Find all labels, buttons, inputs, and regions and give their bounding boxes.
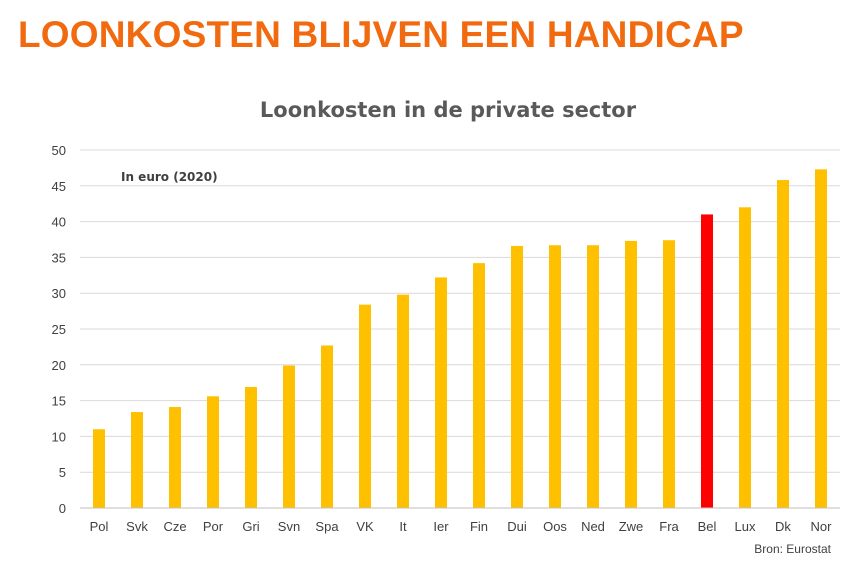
bar-svn [283,365,295,508]
bar-dui [511,245,523,508]
y-tick-label: 35 [52,250,66,265]
y-tick-label: 15 [52,394,66,409]
x-category-label: Gri [242,519,259,534]
bar-ned [587,245,599,508]
bars [93,169,827,508]
x-category-label: Nor [811,519,833,534]
x-category-label: Oos [543,519,567,534]
bar-gri [245,386,257,508]
x-category-label: Ier [433,519,449,534]
x-category-label: Pol [90,519,109,534]
bar-fra [663,240,675,508]
bar-lux [739,207,751,508]
y-tick-label: 50 [52,143,66,158]
bar-it [397,294,409,508]
y-tick-label: 30 [52,286,66,301]
y-tick-label: 5 [59,465,66,480]
y-axis-ticks: 0 5 10 15 20 25 30 35 40 45 50 [52,143,66,516]
y-tick-label: 20 [52,358,66,373]
chart-title: Loonkosten in de private sector [260,98,637,122]
x-category-label: Zwe [619,519,644,534]
y-tick-label: 45 [52,179,66,194]
x-category-label: Svk [126,519,148,534]
y-tick-label: 40 [52,215,66,230]
chart-annotation: In euro (2020) [121,170,218,184]
grid-lines [80,149,840,473]
x-category-label: It [399,519,407,534]
x-category-label: Cze [163,519,186,534]
bar-por [207,396,219,508]
bar-fin [473,263,485,508]
x-category-label: Fin [470,519,488,534]
x-category-label: Por [203,519,224,534]
x-axis-categories: Pol Svk Cze Por Gri Svn Spa VK It Ier Fin Dui Oos Ned… [90,519,833,534]
bar-nor [815,169,827,508]
x-category-label: VK [356,519,374,534]
bar-bel [701,214,713,508]
x-category-label: Dk [775,519,791,534]
bar-oos [549,245,561,508]
source-note: Bron: Eurostat [754,542,831,556]
bar-ier [435,277,447,508]
x-category-label: Svn [278,519,300,534]
bar-svk [131,412,143,508]
x-category-label: Dui [507,519,527,534]
bar-cze [169,407,181,508]
slide-title: LOONKOSTEN BLIJVEN EEN HANDICAP [18,14,744,55]
bar-dk [777,180,789,508]
y-tick-label: 0 [59,501,66,516]
bar-pol [93,429,105,508]
y-tick-label: 25 [52,322,66,337]
x-category-label: Spa [315,519,339,534]
bar-spa [321,345,333,508]
x-category-label: Fra [659,519,679,534]
x-category-label: Ned [581,519,605,534]
bar-zwe [625,240,637,508]
x-category-label: Lux [735,519,756,534]
x-category-label: Bel [698,519,717,534]
bar-vk [359,304,371,508]
y-tick-label: 10 [52,429,66,444]
